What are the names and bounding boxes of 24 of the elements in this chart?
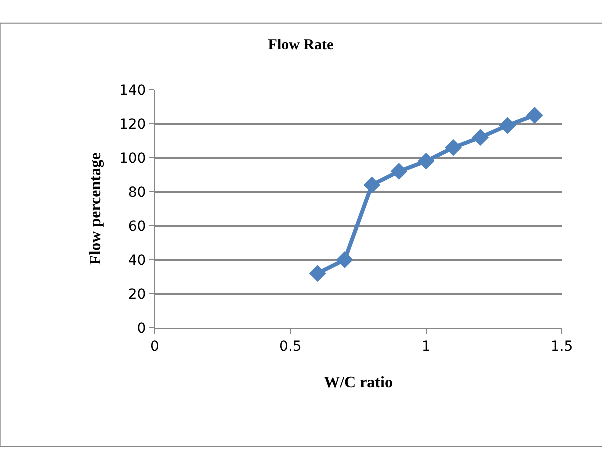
point bbox=[499, 117, 516, 134]
x-tick-label: 1.5 bbox=[550, 338, 574, 355]
point bbox=[418, 152, 435, 170]
y-tick-label: 60 bbox=[128, 218, 146, 235]
y-tick-label: 120 bbox=[119, 116, 146, 133]
point bbox=[364, 176, 381, 194]
y-tick-label: 100 bbox=[119, 150, 146, 167]
x-tick-label: 0 bbox=[150, 338, 160, 355]
chart-title: Flow Rate bbox=[268, 38, 334, 54]
point bbox=[390, 163, 408, 180]
y-tick-label: 140 bbox=[119, 82, 146, 99]
point bbox=[309, 265, 326, 282]
point bbox=[472, 129, 490, 146]
y-tick-label: 80 bbox=[128, 184, 146, 201]
x-tick-label: 1 bbox=[422, 338, 431, 355]
point bbox=[526, 107, 544, 124]
x-tick-label: 0.5 bbox=[280, 338, 302, 355]
y-tick-label: 0 bbox=[137, 320, 146, 337]
y-axis-title: Flow percentage bbox=[87, 152, 104, 266]
y-tick-label: 40 bbox=[128, 252, 146, 269]
point bbox=[445, 139, 462, 156]
x-axis-title: W/C ratio bbox=[324, 374, 393, 392]
point bbox=[336, 252, 354, 268]
y-tick-label: 20 bbox=[128, 286, 146, 303]
